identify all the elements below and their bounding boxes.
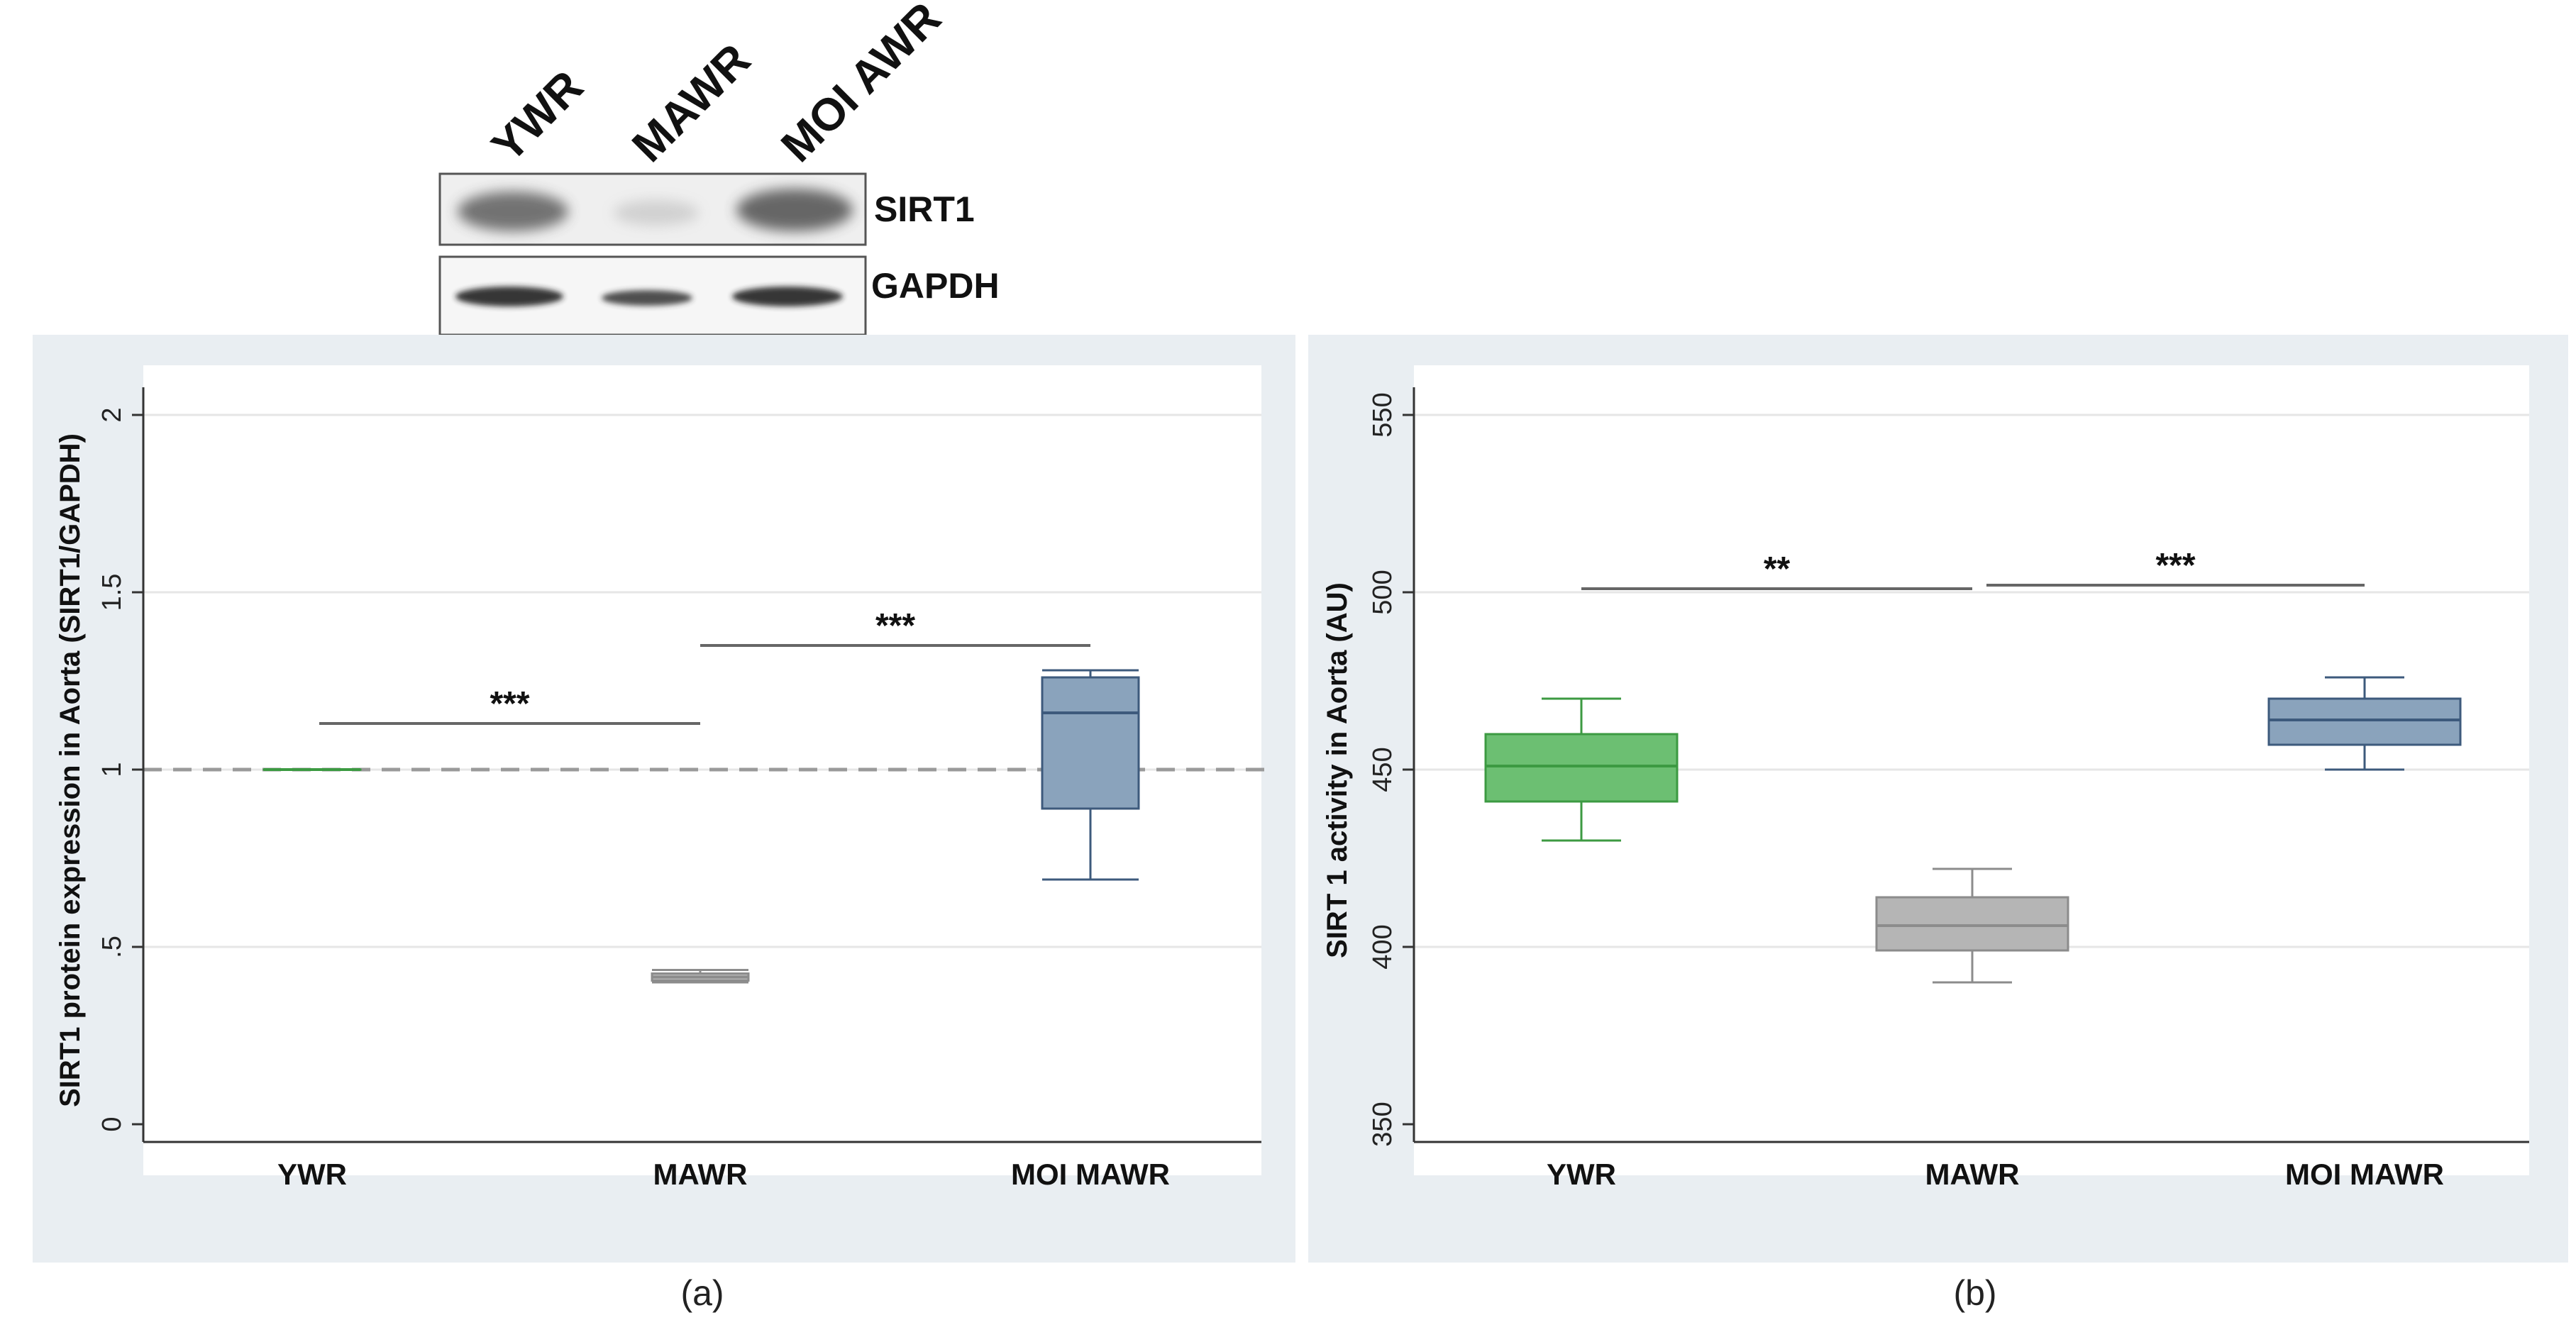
a-box-iqr (1041, 676, 1140, 810)
blot-protein-label-gapdh: GAPDH (871, 266, 1000, 306)
panel-a-label: (a) (680, 1273, 724, 1313)
panel-a-y-axis-title: SIRT1 protein expression in Aorta (SIRT1… (55, 433, 86, 1107)
b-box-iqr (2267, 697, 2462, 746)
b-x-tick-label: MAWR (1925, 1158, 2020, 1191)
a-x-tick-label: MAWR (653, 1158, 748, 1191)
b-y-tick-label: 550 (1368, 392, 1398, 437)
a-y-tick-label: .5 (97, 936, 127, 958)
a-y-tick-label: 1 (97, 762, 127, 777)
a-significance-label: *** (875, 607, 915, 645)
b-box-ywr (1484, 697, 1679, 842)
b-box-iqr (1875, 896, 2069, 952)
sirt1-band-moi-awr (736, 189, 853, 231)
b-x-tick-label: YWR (1547, 1158, 1616, 1191)
b-y-tick-label: 350 (1368, 1102, 1398, 1146)
b-y-tick-label: 500 (1368, 570, 1398, 614)
b-box-mawr (1875, 867, 2069, 984)
a-x-tick-label: YWR (277, 1158, 347, 1191)
blot-lane-label-ywr: YWR (482, 60, 592, 171)
blot-lane-label-mawr: MAWR (622, 34, 760, 172)
panel-b-axes: 350 400 450 500 550 YWR MAWR MOI MAWR (1368, 387, 2529, 1191)
sirt1-band-ywr (458, 192, 568, 231)
panel-a-significance: *** *** (319, 607, 1090, 725)
b-box-moi-mawr (2267, 676, 2462, 771)
gapdh-band-ywr (455, 287, 563, 306)
b-significance-label: *** (2155, 547, 2195, 584)
panel-b-label: (b) (1953, 1273, 1996, 1313)
sirt1-band-mawr (614, 200, 699, 226)
panel-b-significance: ** *** (1581, 547, 2365, 590)
a-box-mawr (651, 969, 750, 984)
a-y-tick-label: 2 (97, 407, 127, 422)
a-y-tick-label: 1.5 (97, 574, 127, 611)
a-x-tick-label: MOI MAWR (1011, 1158, 1170, 1191)
b-significance-label: ** (1764, 550, 1791, 588)
gapdh-band-moi-awr (732, 287, 843, 306)
panel-a-boxes (262, 669, 1140, 984)
panel-a-chart: *** *** 0 .5 1 1.5 2 YWR MAWR MOI MAWR SIRT1 pro… (55, 387, 1264, 1191)
blot-protein-label-sirt1: SIRT1 (874, 189, 975, 229)
panel-b-boxes (1484, 676, 2462, 984)
b-y-tick-label: 400 (1368, 924, 1398, 969)
b-y-tick-label: 450 (1368, 747, 1398, 792)
a-significance-label: *** (490, 685, 529, 723)
a-box-moi-mawr (1041, 669, 1140, 881)
a-y-tick-label: 0 (97, 1116, 127, 1131)
b-box-iqr (1484, 733, 1679, 803)
gapdh-band-mawr (602, 290, 692, 306)
panel-b-y-axis-title: SIRT 1 activity in Aorta (AU) (1322, 582, 1353, 958)
b-x-tick-label: MOI MAWR (2285, 1158, 2444, 1191)
panel-a-axes: 0 .5 1 1.5 2 YWR MAWR MOI MAWR (97, 387, 1261, 1191)
western-blot: YWR MAWR MOI AWR SIRT1 GAPDH (438, 0, 1000, 336)
blot-lane-label-moi-awr: MOI AWR (771, 0, 951, 172)
